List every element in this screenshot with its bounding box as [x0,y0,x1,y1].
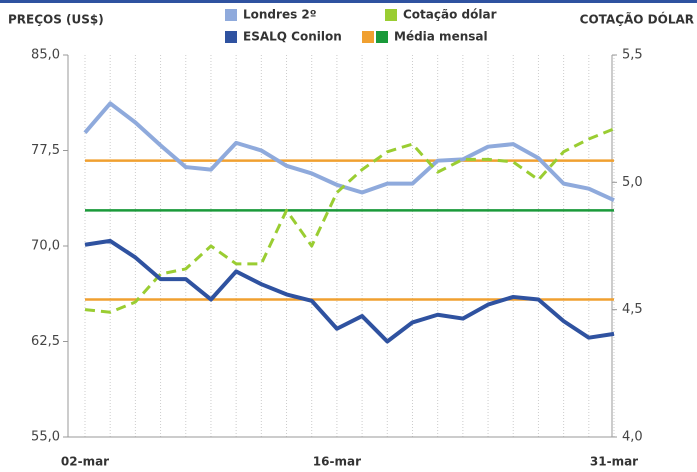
x-tick-label: 31-mar [590,455,638,469]
x-tick-label: 16-mar [313,455,361,469]
y2-tick-label: 5,0 [622,175,643,190]
legend-swatch [225,31,237,43]
series-line [84,127,615,314]
y-tick-label: 62,5 [31,334,60,349]
legend-swatch [225,9,237,21]
legend-label: Média mensal [394,30,488,44]
y-tick-label: 77,5 [31,143,60,158]
y-tick-label: 70,0 [31,239,60,254]
y2-tick-label: 4,0 [622,430,643,445]
legend-swatch [385,9,397,21]
y2-tick-label: 4,5 [622,302,643,317]
top-border [0,0,697,3]
legend-swatch [376,31,388,43]
y2-tick-label: 5,5 [622,48,643,63]
x-tick-label: 02-mar [61,455,109,469]
y2-axis-title: COTAÇÃO DÓLAR [580,12,694,27]
legend-label: Cotação dólar [403,8,497,22]
series-line [83,101,615,202]
legend-swatch [362,31,374,43]
y-tick-label: 55,0 [31,430,60,445]
y-tick-label: 85,0 [31,48,60,63]
legend-label: ESALQ Conilon [243,30,342,44]
y-axis-title: PREÇOS (US$) [8,13,104,27]
legend-label: Londres 2º [243,8,317,22]
series-line [84,238,615,344]
